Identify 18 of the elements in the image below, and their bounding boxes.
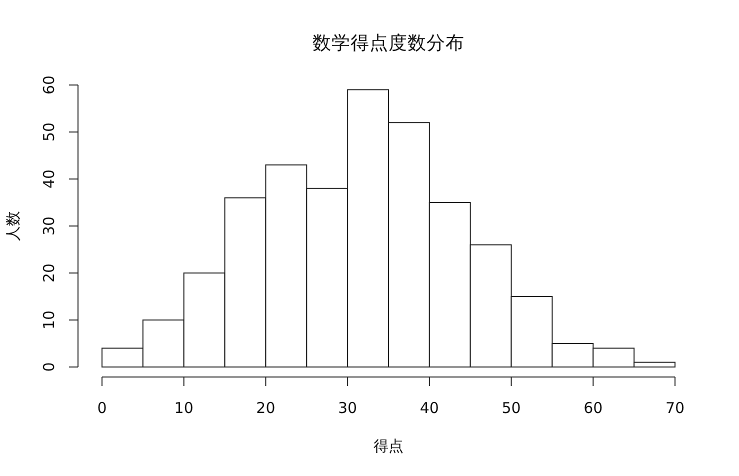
y-tick-label: 30 — [40, 216, 58, 236]
y-tick-label: 0 — [40, 362, 58, 372]
x-tick-label: 70 — [665, 399, 685, 417]
y-axis-title: 人数 — [4, 211, 22, 241]
y-tick-label: 60 — [40, 75, 58, 95]
x-tick-label: 60 — [584, 399, 603, 417]
x-tick-label: 0 — [97, 399, 107, 417]
y-tick-label: 10 — [40, 310, 58, 330]
y-tick-label: 50 — [40, 122, 58, 142]
y-tick-label: 20 — [40, 263, 58, 283]
x-tick-label: 30 — [338, 399, 358, 417]
x-tick-label: 20 — [256, 399, 276, 417]
chart-title: 数学得点度数分布 — [312, 32, 464, 54]
x-tick-label: 40 — [420, 399, 439, 417]
x-tick-label: 50 — [502, 399, 521, 417]
x-tick-label: 10 — [174, 399, 194, 417]
x-axis-title: 得点 — [374, 437, 404, 455]
y-tick-label: 40 — [40, 169, 58, 189]
